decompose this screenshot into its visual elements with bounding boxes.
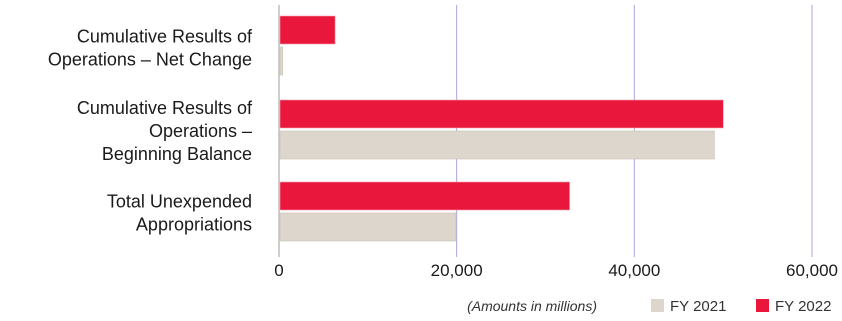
x-tick-label: 0 <box>274 261 283 280</box>
legend-label: FY 2021 <box>670 298 726 315</box>
category-label: Cumulative Results of <box>77 98 253 118</box>
category-label: Cumulative Results of <box>77 27 253 47</box>
legend-swatch <box>756 299 769 312</box>
category-label: Operations – <box>149 121 252 141</box>
category-label: Beginning Balance <box>102 144 252 164</box>
legend-swatch <box>651 299 664 312</box>
bar-fy-2022-2 <box>279 99 724 129</box>
category-label: Appropriations <box>136 215 252 235</box>
legend-label: FY 2022 <box>775 298 831 315</box>
bar-fy-2021-1 <box>279 46 283 76</box>
bar-fy-2021-3 <box>279 212 457 242</box>
bar-fy-2021-2 <box>279 130 715 160</box>
units-note: (Amounts in millions) <box>467 298 597 314</box>
x-tick-label: 20,000 <box>431 261 483 280</box>
bar-fy-2022-3 <box>279 181 570 211</box>
category-label: Total Unexpended <box>107 192 252 212</box>
bar-fy-2022-1 <box>279 15 336 45</box>
x-tick-label: 60,000 <box>786 261 838 280</box>
x-tick-label: 40,000 <box>608 261 660 280</box>
category-label: Operations – Net Change <box>48 50 252 70</box>
